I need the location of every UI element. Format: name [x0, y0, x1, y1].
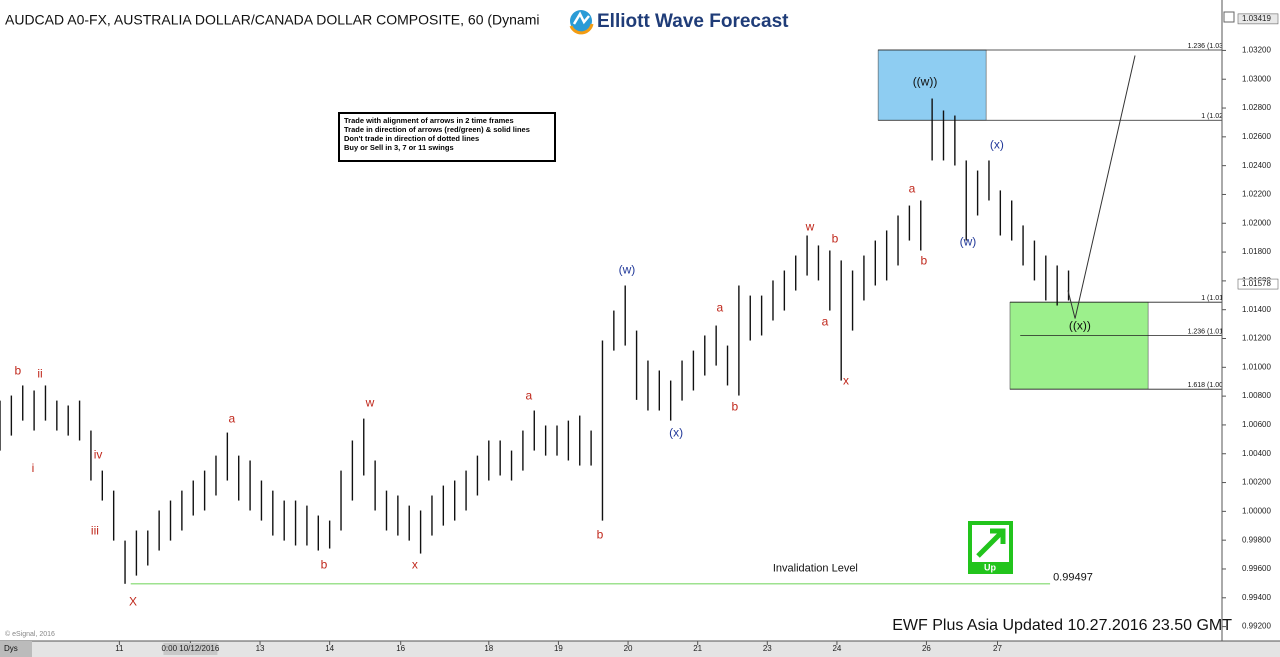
wave-label: x	[843, 374, 849, 388]
time-axis	[0, 641, 1280, 657]
wave-label: iii	[91, 524, 99, 538]
notes-box	[338, 112, 556, 162]
note: Trade in direction of arrows (red/green)…	[344, 125, 530, 134]
window-icon[interactable]	[1223, 11, 1235, 23]
x-tick-label: 23	[763, 644, 772, 653]
wave-label: b	[597, 528, 604, 542]
x-tick-label: 27	[993, 644, 1002, 653]
logo-box	[565, 5, 795, 39]
period-label[interactable]: Dys	[4, 644, 18, 653]
x-tick-label: 13	[256, 644, 265, 653]
wave-label: w	[365, 396, 375, 410]
note: Don't trade in direction of dotted lines	[344, 134, 479, 143]
y-tick-label: 1.01800	[1242, 247, 1271, 256]
wave-label: iv	[94, 448, 103, 462]
wave-label: ((x))	[1069, 319, 1091, 333]
x-tick-label: 26	[922, 644, 931, 653]
wave-label: x	[412, 558, 418, 572]
wave-label: b	[832, 232, 839, 246]
x-tick-label: 11	[115, 644, 124, 653]
x-tick-label: 18	[484, 644, 493, 653]
x-tick-label: 0:00 10/12/2016	[161, 644, 219, 653]
fib-label: 1.236 (1.01221)	[1188, 328, 1237, 335]
wave-label: (x)	[990, 138, 1004, 152]
invalidation-text: Invalidation Level	[773, 563, 858, 575]
wave-label: b	[15, 364, 22, 378]
y-tick-label: 1.02200	[1242, 190, 1271, 199]
wave-label: ii	[37, 367, 42, 381]
y-tick-label: 0.99600	[1242, 564, 1271, 573]
y-tick-label: 1.00600	[1242, 420, 1271, 429]
wave-label: b	[921, 254, 928, 268]
y-tick-label: 1.00000	[1242, 506, 1271, 515]
y-tick-label: 1.03200	[1242, 46, 1271, 55]
price-marker	[1237, 13, 1279, 25]
wave-label: a	[716, 301, 723, 315]
axes: 0.99200 0.99400 0.99600 0.99800 1.00000 1.002…	[115, 13, 1279, 655]
y-tick-label: 0.99200	[1242, 622, 1271, 631]
wave-label: X	[129, 595, 137, 609]
y-tick-label: 1.02400	[1242, 161, 1271, 170]
x-tick-label: 14	[325, 644, 334, 653]
price-marker	[1237, 278, 1279, 290]
chart-title: AUDCAD A0-FX, AUSTRALIA DOLLAR/CANADA DO…	[5, 12, 539, 28]
x-tick-label: 19	[554, 644, 563, 653]
y-tick-label: 1.00400	[1242, 449, 1271, 458]
y-tick-label: 1.00800	[1242, 391, 1271, 400]
signal-arrow	[976, 528, 1006, 558]
wave-label: b	[732, 400, 739, 414]
note: Buy or Sell in 3, 7 or 11 swings	[344, 143, 454, 152]
wave-label: w	[805, 220, 815, 234]
logo-text: Elliott Wave Forecast	[597, 11, 789, 32]
y-tick-label: 0.99800	[1242, 535, 1271, 544]
fib-label: 1.236 (1.03203)	[1188, 43, 1237, 50]
y-tick-label: 1.01400	[1242, 305, 1271, 314]
wave-label: (x)	[669, 426, 683, 440]
wave-label: (w)	[960, 235, 977, 249]
price-axis	[1222, 0, 1280, 641]
x-tick-box	[163, 643, 218, 655]
projection-line	[1067, 55, 1136, 319]
signal-label: Up	[984, 562, 996, 572]
note: Trade with alignment of arrows in 2 time…	[344, 116, 514, 125]
fib-label: 1 (1.01452)	[1201, 295, 1237, 302]
fib-label: 1 (1.02715)	[1201, 113, 1237, 120]
footer: EWF Plus Asia Updated 10.27.2016 23.50 G…	[892, 617, 1232, 634]
price-marker-label: 1.01578	[1242, 279, 1271, 288]
period-box[interactable]	[0, 641, 32, 657]
plot-area: 1.236 (1.03203) 1 (1.02715) 1 (1.01452) 1.2…	[0, 43, 1240, 609]
wave-label: ((w))	[913, 75, 938, 89]
wave-label: (w)	[619, 263, 636, 277]
wave-label: b	[321, 558, 328, 572]
wave-label: a	[822, 315, 829, 329]
logo-arc	[569, 23, 594, 35]
logo-wave	[572, 11, 590, 25]
logo-icon	[570, 10, 592, 32]
y-tick-label: 1.01200	[1242, 334, 1271, 343]
wave-label: i	[32, 461, 35, 475]
y-tick-label: 1.02600	[1242, 132, 1271, 141]
target-zone	[1009, 301, 1149, 390]
x-tick-label: 20	[624, 644, 633, 653]
invalidation-value: 0.99497	[1053, 572, 1093, 584]
wave-label: a	[526, 389, 533, 403]
wave-label: a	[229, 412, 236, 426]
y-tick-label: 1.01000	[1242, 362, 1271, 371]
x-tick-label: 24	[832, 644, 841, 653]
wave-label: a	[909, 182, 916, 196]
price-marker-label: 1.03419	[1242, 14, 1271, 23]
copyright: © eSignal, 2016	[5, 630, 55, 638]
y-tick-label: 1.02800	[1242, 103, 1271, 112]
y-tick-label: 1.02000	[1242, 218, 1271, 227]
fib-label: 1.618 (1.00848)	[1188, 382, 1237, 389]
y-tick-label: 1.00200	[1242, 478, 1271, 487]
x-tick-label: 21	[693, 644, 702, 653]
y-tick-label: 1.03000	[1242, 74, 1271, 83]
x-tick-label: 16	[396, 644, 405, 653]
y-tick-label: 0.99400	[1242, 593, 1271, 602]
